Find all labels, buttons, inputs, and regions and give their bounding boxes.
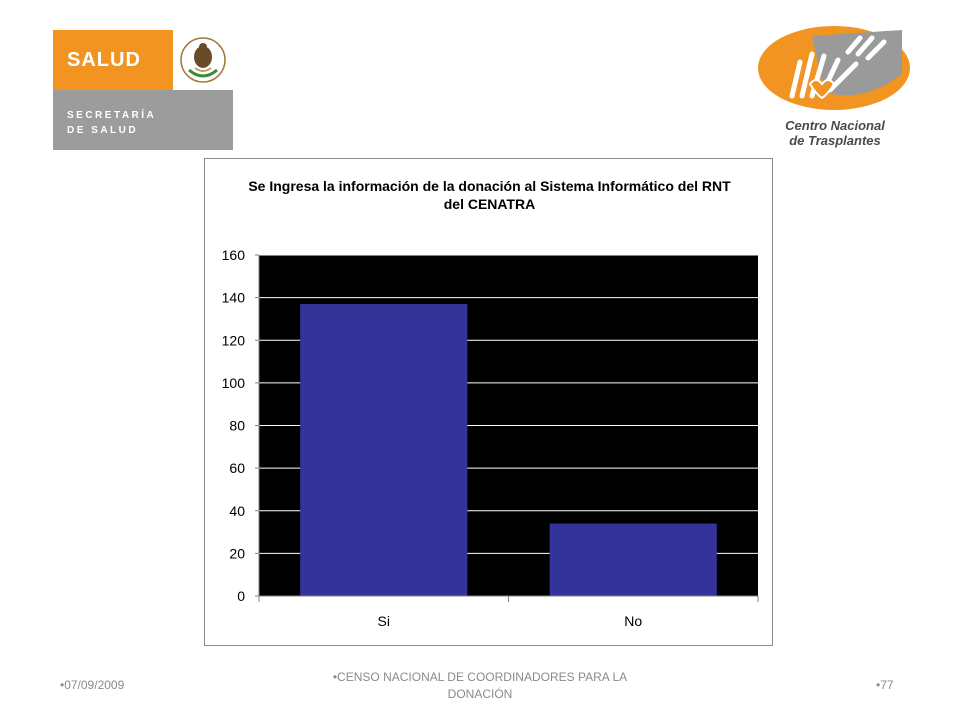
y-tick-label: 120 — [222, 332, 246, 348]
x-tick-label: Si — [378, 613, 390, 629]
y-tick-label: 60 — [229, 460, 245, 476]
footer-date: •07/09/2009 — [60, 678, 125, 692]
cenatra-logo: Centro Nacional de Trasplantes — [752, 24, 912, 154]
secretaria-de-salud-logo: SALUD SECRETARÍA DE SALUD — [53, 30, 233, 150]
mexican-coat-of-arms-icon — [173, 30, 233, 90]
salud-logo-line1: SECRETARÍA — [67, 110, 157, 121]
y-tick-label: 140 — [222, 290, 246, 306]
cenatra-name-line2: de Trasplantes — [789, 133, 881, 148]
bar-chart: 0 20 40 60 80 100 120 140 160 Si No — [222, 247, 759, 629]
x-tick-label: No — [624, 613, 642, 629]
bar-si — [300, 304, 468, 596]
chart-frame: Se Ingresa la información de la donación… — [204, 158, 773, 646]
bar-no — [549, 523, 717, 596]
chart-title: Se Ingresa la información de la donación… — [248, 178, 731, 212]
salud-logo-line2: DE SALUD — [67, 125, 139, 136]
y-tick-label: 100 — [222, 375, 246, 391]
salud-logo-word: SALUD — [67, 49, 141, 71]
footer-title: •CENSO NACIONAL DE COORDINADORES PARA LA… — [332, 670, 628, 701]
slide-number: •77 — [876, 678, 894, 692]
cenatra-hands-emblem-icon — [758, 26, 910, 110]
y-tick-label: 20 — [229, 545, 245, 561]
y-tick-label: 80 — [229, 418, 245, 434]
y-tick-label: 0 — [237, 588, 245, 604]
y-tick-label: 160 — [222, 247, 246, 263]
y-tick-label: 40 — [229, 503, 245, 519]
cenatra-name-line1: Centro Nacional — [785, 118, 885, 133]
cenatra-logo-name: Centro Nacional de Trasplantes — [760, 118, 910, 148]
salud-logo-gray-band: SECRETARÍA DE SALUD — [53, 90, 233, 150]
